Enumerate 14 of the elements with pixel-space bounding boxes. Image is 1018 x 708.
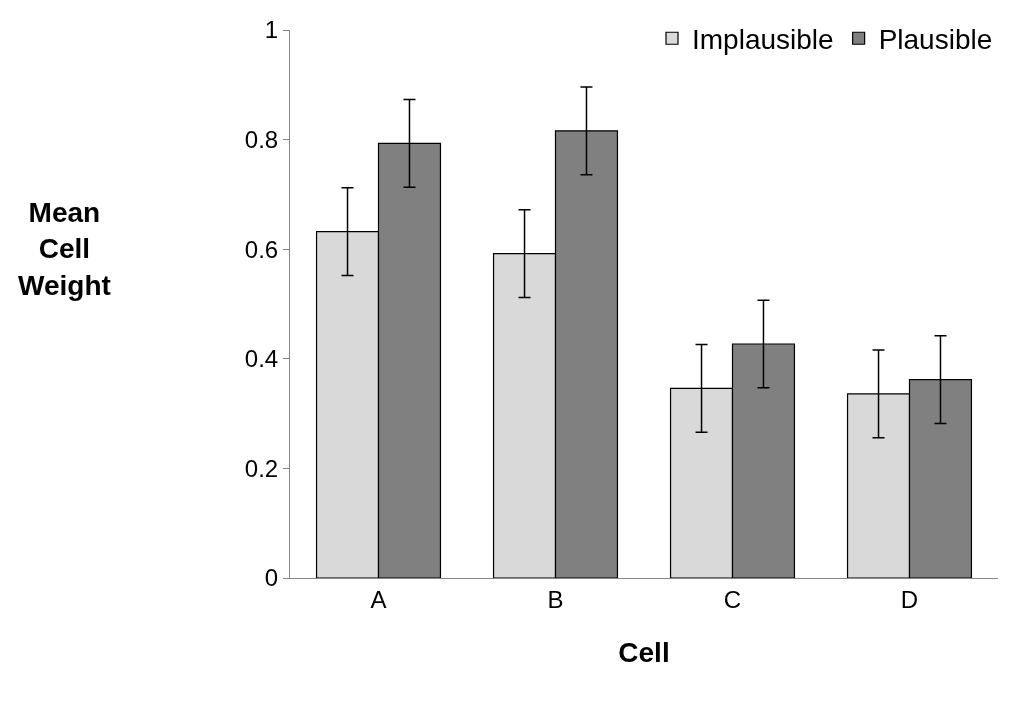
- y-tick-label: 0: [264, 564, 279, 592]
- legend-label: Plausible: [878, 24, 993, 56]
- y-tick-label: 0.4: [244, 345, 279, 373]
- y-axis-title: Mean Cell Weight: [18, 197, 111, 301]
- x-axis-title: Cell: [618, 636, 670, 668]
- x-tick-label: B: [547, 585, 564, 613]
- y-tick-label: 1: [264, 16, 279, 44]
- y-tick-label: 0.6: [244, 235, 279, 263]
- x-tick-label: D: [900, 585, 919, 613]
- y-tick-label: 0.8: [244, 126, 279, 153]
- x-tick-label: C: [723, 585, 742, 613]
- legend-label: Implausible: [692, 24, 834, 56]
- x-tick-label: A: [370, 585, 387, 613]
- y-tick-label: 0.2: [244, 454, 279, 482]
